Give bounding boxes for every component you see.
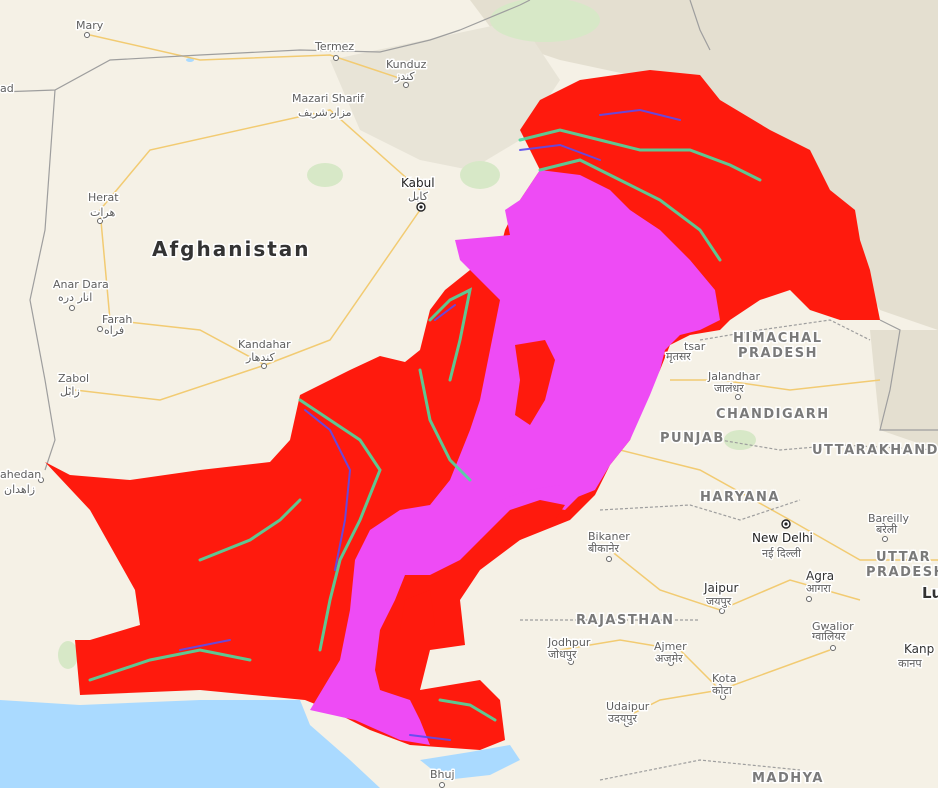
place-label-alt: کابل <box>408 190 429 203</box>
place-label-alt: فراه <box>104 324 124 337</box>
place-label: Jaipur <box>703 581 738 595</box>
place-label: Anar Dara <box>53 278 109 291</box>
place-label: Ajmer <box>654 640 687 653</box>
place-label: Farah <box>102 313 132 326</box>
place-label: Bareilly <box>868 512 910 525</box>
place-label: Termez <box>314 40 354 53</box>
place-label-alt: कानप <box>898 657 922 670</box>
place-label: Bikaner <box>588 530 630 543</box>
place-label-alt: जोधपुर <box>548 648 577 661</box>
place-label: Kota <box>712 672 736 685</box>
place-label-alt: अजमेर <box>655 652 683 665</box>
region-labels: HIMACHAL PRADESH CHANDIGARH PUNJAB UTTAR… <box>575 330 938 788</box>
overlay-high-inset-2 <box>400 590 435 640</box>
region-label: HARYANA <box>700 490 780 505</box>
place-label-alt: आगरा <box>806 582 831 595</box>
capital-icon <box>419 205 423 209</box>
overlay-high-zone <box>45 70 880 750</box>
place-label-alt: नई दिल्ली <box>762 547 801 560</box>
region-label: HIMACHAL <box>733 331 822 346</box>
place-label-alt: هرات <box>90 206 115 219</box>
place-labels: Mary Termez Kunduz کندز Mazari Sharif مز… <box>0 18 938 783</box>
capital-icon <box>784 522 788 526</box>
place-label: Zabol <box>58 372 89 385</box>
place-label: Mazari Sharif <box>292 92 365 105</box>
overlay-high-river <box>515 340 555 425</box>
overlay-low-zone-east <box>500 485 580 510</box>
city-markers <box>38 32 888 788</box>
place-label: Lu <box>922 584 938 602</box>
region-label: PUNJAB <box>660 431 725 446</box>
overlay-high-inset <box>480 500 565 540</box>
place-label: Kunduz <box>386 58 427 71</box>
place-label: Bhuj <box>430 768 455 781</box>
place-label: New Delhi <box>752 531 813 545</box>
region-label: CHANDIGARH <box>716 407 830 422</box>
place-label-alt: انار دره <box>58 291 92 304</box>
region-label: UTTARAKHAND <box>812 443 938 458</box>
place-label: Jalandhar <box>707 370 760 383</box>
overlay-low-zone <box>310 170 720 745</box>
lake <box>186 58 194 62</box>
gulf-of-kutch <box>420 745 520 780</box>
place-label: ad <box>0 82 14 95</box>
terrain-shading <box>58 0 938 669</box>
overlay-mid-blue <box>179 108 681 741</box>
place-label-alt: जयपुर <box>706 595 732 608</box>
place-label: Gwalior <box>812 620 854 633</box>
place-label: Herat <box>88 191 119 204</box>
place-label-alt: کندهار <box>245 351 276 364</box>
place-label-alt: مزار شریف <box>298 106 352 119</box>
place-label-alt: बीकानेर <box>588 542 620 555</box>
country-label: Afghanistan <box>152 237 311 261</box>
place-label-alt: ग्वालियर <box>812 630 846 643</box>
place-label: tsar <box>684 340 706 353</box>
place-label-alt: मृतसर <box>666 350 691 363</box>
region-label: MADHYA <box>752 771 824 786</box>
arabian-sea <box>0 700 380 788</box>
place-label-alt: जालंधर <box>714 382 744 395</box>
place-label: Kabul <box>401 176 435 190</box>
place-label: Kanp <box>904 642 934 656</box>
region-label: RAJASTHAN <box>576 613 675 628</box>
place-label-alt: زابل <box>60 385 80 398</box>
place-label: Udaipur <box>606 700 650 713</box>
place-label-alt: बरेली <box>876 523 897 536</box>
place-label-alt: उदयपुर <box>608 712 637 725</box>
pakistan-overlay <box>45 70 880 750</box>
water-bodies <box>0 58 520 788</box>
place-label: ahedan <box>0 468 41 481</box>
capital-markers <box>416 202 791 529</box>
place-label-alt: कोटा <box>712 684 732 697</box>
roads <box>74 34 938 721</box>
region-label: UTTAR <box>876 550 931 565</box>
place-label-alt: کندز <box>394 70 415 83</box>
overlay-mid-band <box>88 128 762 722</box>
place-label: Agra <box>806 569 834 583</box>
region-label: PRADESH <box>866 565 938 580</box>
place-label-alt: زاهدان <box>4 483 35 496</box>
place-label: Jodhpur <box>547 636 591 649</box>
place-label: Mary <box>76 19 104 32</box>
region-label: PRADESH <box>738 346 818 361</box>
place-label: Kandahar <box>238 338 291 351</box>
